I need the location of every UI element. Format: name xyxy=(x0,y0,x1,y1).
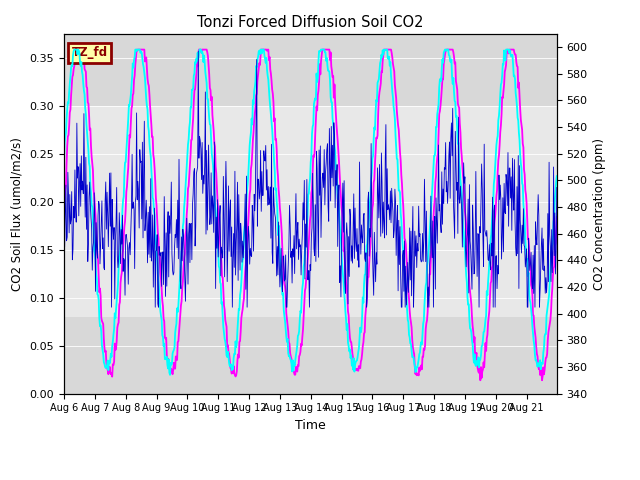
Y-axis label: CO2 Soil Flux (umol/m2/s): CO2 Soil Flux (umol/m2/s) xyxy=(11,137,24,290)
Y-axis label: CO2 Concentration (ppm): CO2 Concentration (ppm) xyxy=(593,138,606,289)
Title: Tonzi Forced Diffusion Soil CO2: Tonzi Forced Diffusion Soil CO2 xyxy=(197,15,424,30)
Bar xyxy=(64,106,557,317)
X-axis label: Time: Time xyxy=(295,419,326,432)
Text: TZ_fd: TZ_fd xyxy=(72,46,108,59)
Legend: FD_A_Flux, FD_A_CO2_1, FD_A_CO2_2: FD_A_Flux, FD_A_CO2_1, FD_A_CO2_2 xyxy=(125,479,495,480)
